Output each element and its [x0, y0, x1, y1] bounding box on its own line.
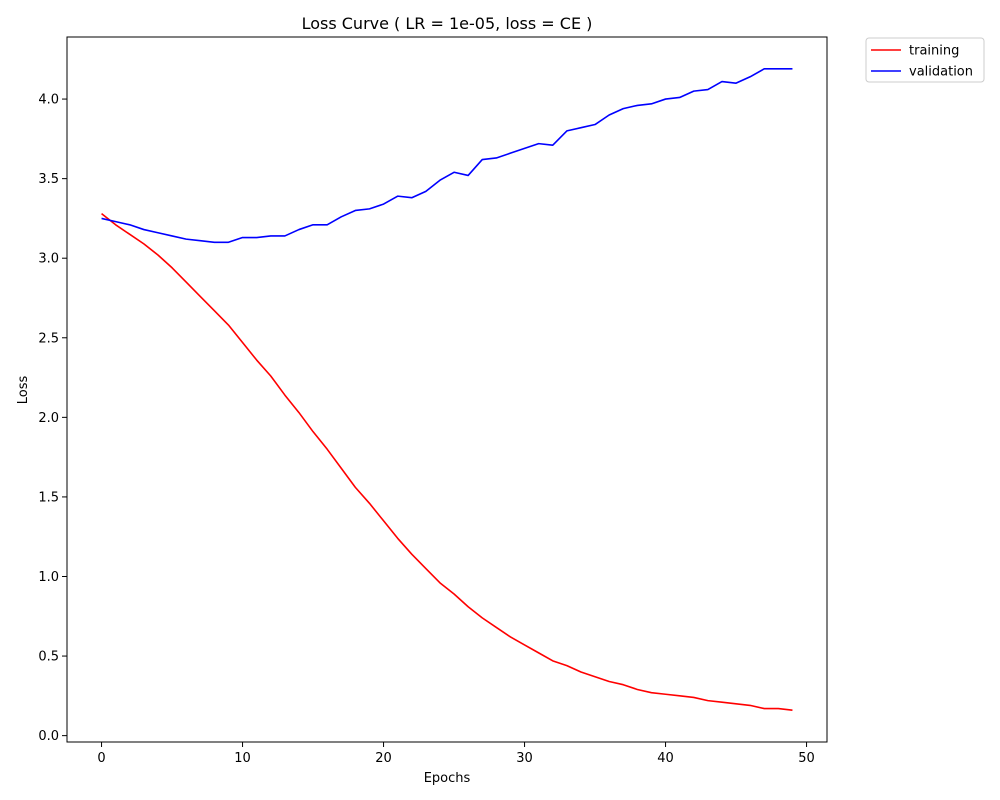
plot-area: 0 10 20 30 40 50 0.0 0.5 1.0 1.5 2.0 2.5 3.0 3.5 4.0 — [38, 36, 828, 766]
y-tick-label: 2.0 — [38, 411, 59, 426]
y-axis-ticks: 0.0 0.5 1.0 1.5 2.0 2.5 3.0 3.5 4.0 — [38, 93, 67, 744]
y-tick-label: 3.5 — [38, 172, 59, 187]
y-tick-label: 4.0 — [38, 93, 59, 108]
y-tick-label: 3.0 — [38, 252, 59, 267]
series-line-validation — [101, 68, 793, 244]
legend-items: training validation — [871, 44, 973, 80]
y-tick-label: 0.5 — [38, 650, 59, 665]
axes-frame — [66, 36, 828, 743]
chart-title: Loss Curve ( LR = 1e-05, loss = CE ) — [302, 14, 593, 33]
series-line-training — [101, 213, 793, 711]
x-axis-ticks: 0 10 20 30 40 50 — [97, 742, 815, 766]
y-tick-label: 2.5 — [38, 331, 59, 346]
y-tick-label: 1.5 — [38, 490, 59, 505]
x-tick-label: 0 — [97, 751, 105, 766]
legend: training validation — [865, 37, 985, 83]
x-tick-label: 10 — [234, 751, 251, 766]
legend-label-validation: validation — [909, 65, 973, 80]
y-tick-label: 0.0 — [38, 729, 59, 744]
x-tick-label: 20 — [375, 751, 392, 766]
legend-label-training: training — [909, 44, 959, 59]
y-axis-label: Loss — [16, 376, 31, 405]
series-layer — [101, 68, 793, 711]
x-axis-label: Epochs — [424, 771, 471, 786]
x-tick-label: 30 — [516, 751, 533, 766]
x-tick-label: 50 — [798, 751, 815, 766]
y-tick-label: 1.0 — [38, 570, 59, 585]
x-tick-label: 40 — [657, 751, 674, 766]
